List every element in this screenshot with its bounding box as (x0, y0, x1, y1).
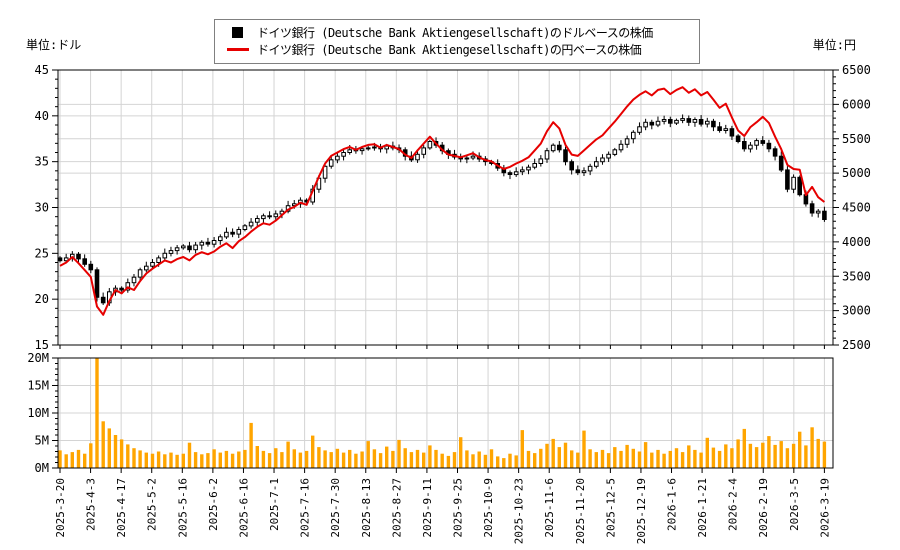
x-tick-label: 2025-4-17 (115, 478, 128, 538)
usd-series-swatch-icon (227, 27, 257, 38)
yen-line-series (59, 86, 826, 316)
x-tick-label: 2025-7-1 (268, 478, 281, 531)
axis-tick-label: 3500 (842, 269, 871, 283)
axis-tick-label: 15 (35, 338, 49, 352)
x-tick-label: 2025-11-6 (543, 478, 556, 538)
x-tick-label: 2025-10-23 (513, 478, 526, 544)
x-tick-label: 2026-2-19 (757, 478, 770, 538)
axis-tick-label: 10M (27, 406, 49, 420)
right-axis-unit-label: 単位:円 (812, 38, 856, 52)
axis-tick-label: 5000 (842, 166, 871, 180)
x-tick-label: 2025-5-2 (146, 478, 159, 531)
x-tick-label: 2025-9-25 (451, 478, 464, 538)
axis-tick-label: 4000 (842, 235, 871, 249)
axis-tick-label: 25 (35, 246, 49, 260)
x-tick-label: 2025-12-19 (635, 478, 648, 544)
axis-tick-label: 20 (35, 292, 49, 306)
axis-tick-label: 5500 (842, 132, 871, 146)
x-tick-label: 2026-1-21 (696, 478, 709, 538)
axis-ticks-and-labels: 15 20 25 30 35 40 45 2500 3000 3500 4000 4500 5000 55… (27, 63, 871, 544)
x-tick-label: 2026-3-19 (818, 478, 831, 538)
axis-tick-label: 6000 (842, 97, 871, 111)
legend: ドイツ銀行 (Deutsche Bank Aktiengesellschaft)… (214, 19, 700, 64)
x-tick-label: 2025-7-16 (299, 478, 312, 538)
yen-series-swatch-icon (227, 48, 257, 51)
axis-tick-label: 6500 (842, 63, 871, 77)
x-tick-label: 2025-3-20 (54, 478, 67, 538)
axis-tick-label: 2500 (842, 338, 871, 352)
axis-tick-label: 15M (27, 379, 49, 393)
legend-item-usd: ドイツ銀行 (Deutsche Bank Aktiengesellschaft)… (227, 24, 689, 41)
x-tick-label: 2025-4-3 (85, 478, 98, 531)
x-tick-label: 2026-1-6 (666, 478, 679, 531)
axis-tick-label: 45 (35, 63, 49, 77)
x-tick-label: 2025-7-30 (329, 478, 342, 538)
x-tick-label: 2025-8-13 (360, 478, 373, 538)
axis-tick-label: 4500 (842, 201, 871, 215)
legend-label-usd: ドイツ銀行 (Deutsche Bank Aktiengesellschaft)… (257, 26, 653, 40)
axis-tick-label: 3000 (842, 304, 871, 318)
x-tick-label: 2026-3-5 (788, 478, 801, 531)
x-tick-label: 2025-6-16 (237, 478, 250, 538)
left-axis-unit-label: 単位:ドル (26, 38, 82, 52)
axis-tick-label: 5M (35, 434, 49, 448)
x-tick-label: 2026-2-4 (727, 478, 740, 531)
axis-tick-label: 30 (35, 201, 49, 215)
volume-bar-series (58, 358, 827, 469)
usd-candlestick-series (57, 114, 827, 306)
x-tick-label: 2025-11-20 (574, 478, 587, 544)
x-tick-label: 2025-6-2 (207, 478, 220, 531)
axis-tick-label: 0M (35, 461, 49, 475)
legend-item-yen: ドイツ銀行 (Deutsche Bank Aktiengesellschaft)… (227, 41, 689, 58)
x-tick-label: 2025-8-27 (390, 478, 403, 538)
x-tick-label: 2025-12-5 (604, 478, 617, 538)
plot-frames (57, 69, 834, 469)
axis-tick-label: 20M (27, 351, 49, 365)
x-tick-label: 2025-5-16 (176, 478, 189, 538)
x-tick-label: 2025-10-9 (482, 478, 495, 538)
legend-label-yen: ドイツ銀行 (Deutsche Bank Aktiengesellschaft)… (257, 43, 642, 57)
x-tick-label: 2025-9-11 (421, 478, 434, 538)
axis-tick-label: 40 (35, 109, 49, 123)
axis-tick-label: 35 (35, 155, 49, 169)
grid-lines (58, 70, 833, 468)
